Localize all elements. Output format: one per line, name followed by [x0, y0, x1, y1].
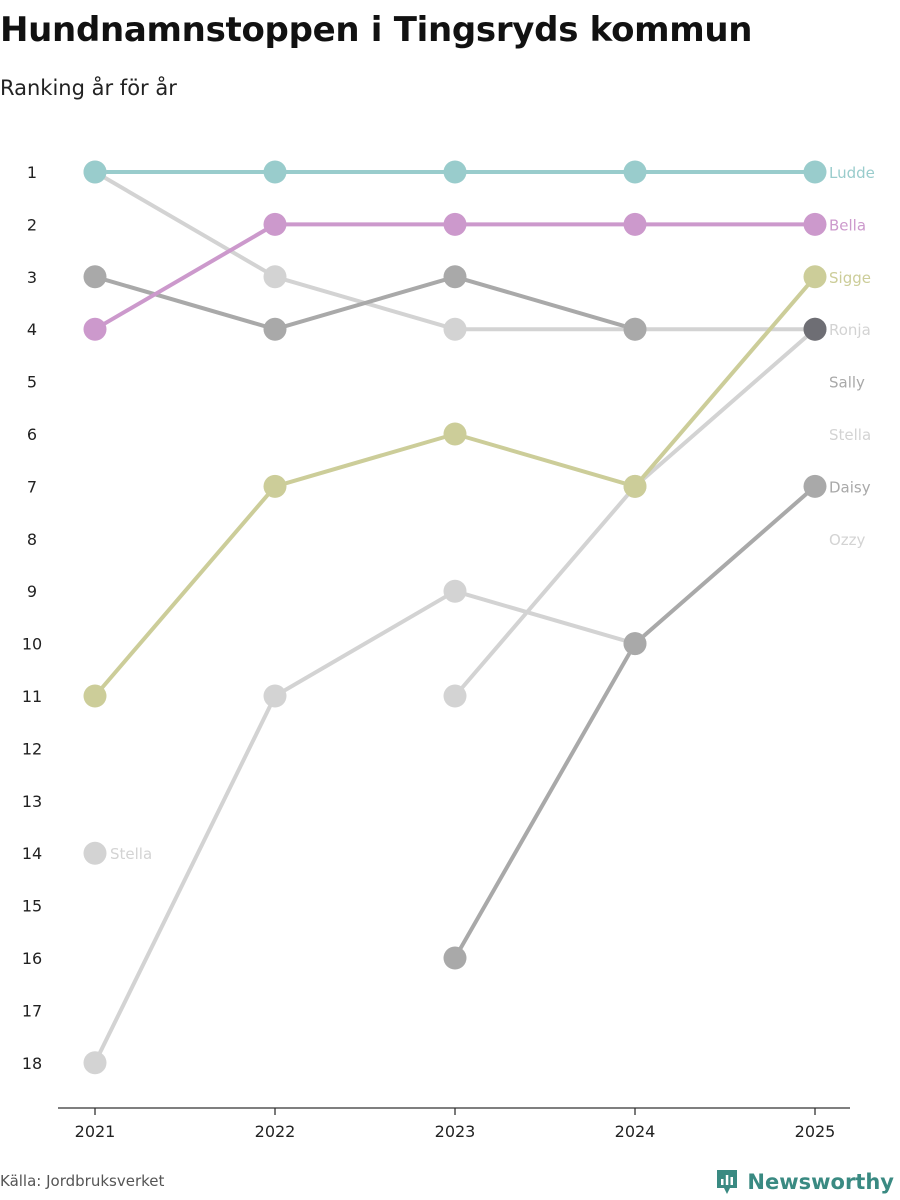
y-tick-label: 3: [27, 268, 37, 287]
data-point-sigge-2024: [623, 474, 647, 498]
end-label-ludde: Ludde: [829, 164, 875, 182]
data-point-ludde-2022: [263, 160, 287, 184]
y-tick-label: 6: [27, 425, 37, 444]
data-point-sally-2022: [263, 317, 287, 341]
data-point-sigge-2023: [443, 422, 467, 446]
data-point-bella-2023: [443, 212, 467, 236]
data-point-sally-2023: [443, 265, 467, 289]
data-point-ludde-2024: [623, 160, 647, 184]
y-tick-label: 12: [22, 739, 42, 758]
data-point-bella-2024: [623, 212, 647, 236]
series-line-ronja: [93, 170, 817, 332]
annotation-label-stella: Stella: [110, 845, 152, 863]
y-tick-label: 18: [22, 1054, 42, 1073]
end-label-ronja: Ronja: [829, 321, 871, 339]
end-label-ozzy: Ozzy: [829, 531, 866, 549]
bump-chart: 2021 2022 2023 2024 202512345678910111213141…: [22, 160, 875, 1141]
data-point-ludde-2025: [803, 160, 827, 184]
highlight-point: [803, 317, 827, 341]
y-tick-label: 11: [22, 687, 42, 706]
data-point-sally-2021: [83, 265, 107, 289]
series-line-sally: [93, 274, 637, 332]
y-tick-label: 4: [27, 320, 37, 339]
data-point-daisy-2023: [443, 946, 467, 970]
data-point-stella-2023: [443, 684, 467, 708]
data-point-ozzy-2021: [83, 1051, 107, 1075]
data-point-sigge-2022: [263, 474, 287, 498]
data-point-ozzy-2023: [443, 579, 467, 603]
y-tick-label: 5: [27, 373, 37, 392]
source-note: Källa: Jordbruksverket: [0, 1172, 165, 1190]
y-tick-label: 10: [22, 635, 42, 654]
x-tick-label: 2021: [75, 1122, 116, 1141]
brand-logo[interactable]: Newsworthy: [715, 1168, 894, 1196]
data-point-sigge-2021: [83, 684, 107, 708]
y-tick-label: 9: [27, 582, 37, 601]
data-point-ronja-2022: [263, 265, 287, 289]
data-point-sally-2024: [623, 317, 647, 341]
y-tick-label: 1: [27, 163, 37, 182]
y-tick-label: 15: [22, 897, 42, 916]
data-point-stella-2021: [83, 841, 107, 865]
y-tick-label: 17: [22, 1001, 42, 1020]
brand-name: Newsworthy: [747, 1170, 894, 1194]
end-label-stella: Stella: [829, 426, 871, 444]
data-point-ronja-2023: [443, 317, 467, 341]
data-point-daisy-2024: [623, 632, 647, 656]
data-point-daisy-2025: [803, 474, 827, 498]
data-point-ludde-2023: [443, 160, 467, 184]
end-label-daisy: Daisy: [829, 478, 871, 496]
end-label-sigge: Sigge: [829, 269, 871, 287]
y-tick-label: 7: [27, 477, 37, 496]
data-point-bella-2021: [83, 317, 107, 341]
data-point-bella-2025: [803, 212, 827, 236]
data-point-ozzy-2022: [263, 684, 287, 708]
chart-title: Hundnamnstoppen i Tingsryds kommun: [0, 10, 753, 50]
x-tick-label: 2022: [255, 1122, 296, 1141]
chart-subtitle: Ranking år för år: [0, 76, 177, 100]
series-line-ozzy: [93, 589, 637, 1065]
data-point-bella-2022: [263, 212, 287, 236]
y-tick-label: 14: [22, 844, 42, 863]
y-tick-label: 2: [27, 215, 37, 234]
end-label-sally: Sally: [829, 374, 865, 392]
data-point-sigge-2025: [803, 265, 827, 289]
y-tick-label: 8: [27, 530, 37, 549]
y-tick-label: 16: [22, 949, 42, 968]
data-point-ludde-2021: [83, 160, 107, 184]
y-tick-label: 13: [22, 792, 42, 811]
x-tick-label: 2023: [435, 1122, 476, 1141]
end-label-bella: Bella: [829, 216, 866, 234]
x-tick-label: 2024: [615, 1122, 656, 1141]
x-tick-label: 2025: [795, 1122, 836, 1141]
newsworthy-icon: [717, 1170, 738, 1194]
series-line-daisy: [453, 484, 817, 960]
